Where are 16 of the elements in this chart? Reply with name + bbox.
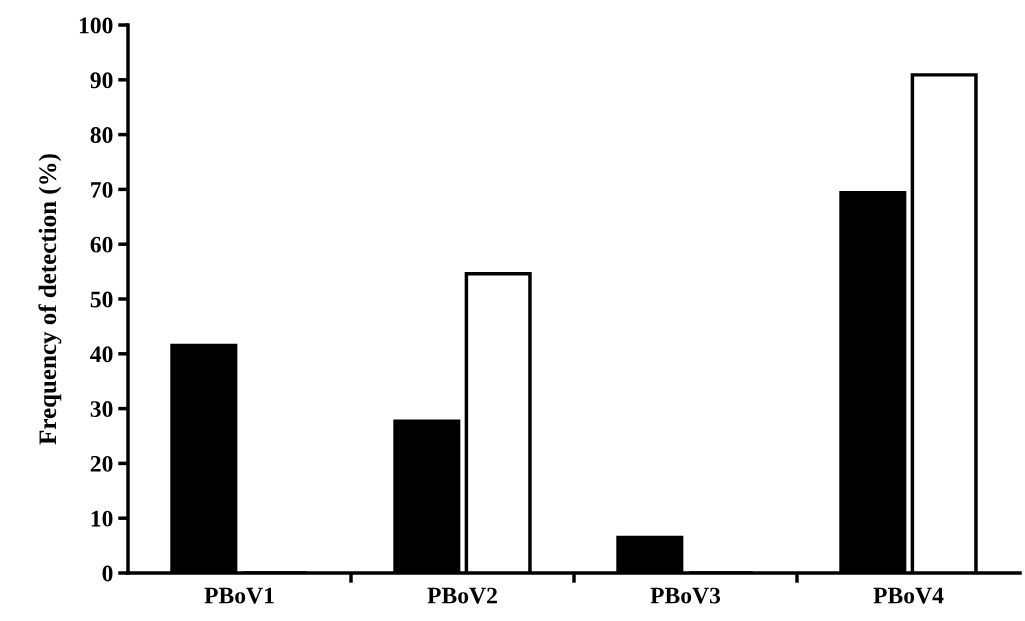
x-tick-label: PBoV1 [204, 587, 274, 604]
y-tick-label: 10 [91, 510, 113, 527]
y-tick-label: 60 [90, 236, 113, 253]
y-tick-label: 70 [91, 181, 113, 198]
y-tick-label: 100 [79, 17, 113, 34]
x-tick-label: PBoV2 [427, 587, 497, 604]
y-tick-label: 30 [90, 401, 113, 418]
y-tick-label: 80 [90, 127, 113, 144]
y-tick-label: 20 [90, 455, 113, 472]
y-axis-title: Frequency of detection (%) [38, 154, 62, 445]
x-tick-label: PBoV4 [873, 587, 944, 604]
y-tick-label: 40 [90, 346, 113, 363]
x-tick-label: PBoV3 [650, 587, 721, 604]
y-tick-label: 50 [90, 291, 113, 308]
y-tick-label: 0 [102, 565, 113, 582]
y-tick-label: 90 [90, 72, 113, 89]
